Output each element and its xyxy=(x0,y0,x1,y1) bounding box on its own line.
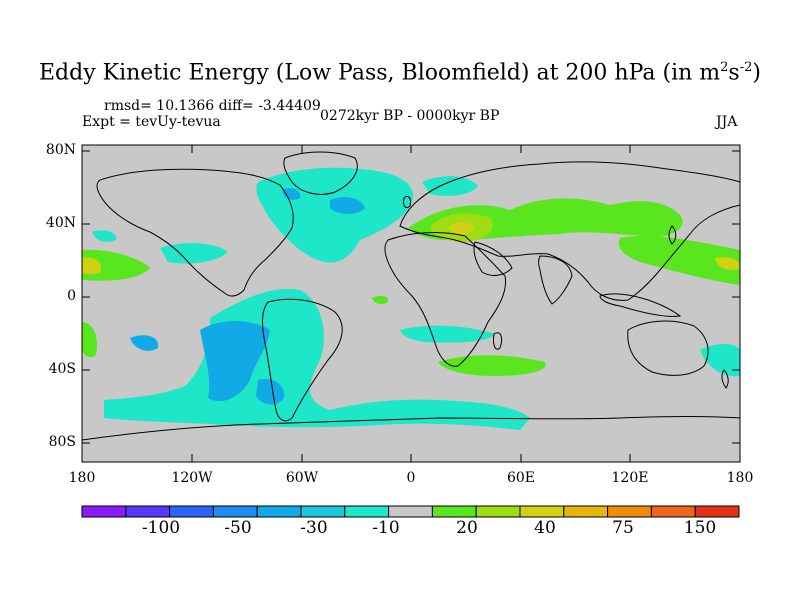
negative-asia-north xyxy=(422,176,478,196)
positive-core-pacific-west xyxy=(82,257,101,275)
coastline-australia xyxy=(627,320,709,376)
lon-label-180e: 180 xyxy=(726,470,754,486)
coastline-antarctica xyxy=(81,416,741,441)
coastline-madagascar xyxy=(493,332,503,350)
lon-label-60w: 60W xyxy=(285,470,319,486)
coastline-uk xyxy=(403,195,411,209)
colorbar-label: 20 xyxy=(456,518,478,538)
colorbar-box xyxy=(256,505,302,518)
colorbar-label: 75 xyxy=(612,518,634,538)
positive-south-africa xyxy=(438,355,546,376)
lon-label-180w: 180 xyxy=(68,470,96,486)
negative-core-south-america xyxy=(256,378,285,405)
positive-core-caspian xyxy=(448,222,474,235)
positive-atlantic-small xyxy=(372,295,389,305)
colorbar-box xyxy=(650,505,696,518)
coastline-indonesia xyxy=(599,293,682,317)
colorbar-box xyxy=(694,505,740,518)
lon-label-120w: 120W xyxy=(171,470,213,486)
colorbar-box xyxy=(212,505,258,518)
positive-pacific-west xyxy=(82,249,150,281)
colorbar-box xyxy=(388,505,433,518)
lon-label-120e: 120E xyxy=(611,470,649,486)
coastline-india xyxy=(538,255,573,305)
experiment-label: Expt = tevUy-tevua xyxy=(82,114,221,130)
latitude-ticks xyxy=(82,150,740,444)
colorbar-box xyxy=(475,505,521,518)
colorbar-box xyxy=(431,505,477,518)
colorbar-box xyxy=(125,505,171,518)
negative-core-gulf xyxy=(282,188,301,200)
coastline-new-zealand xyxy=(721,369,729,389)
coastline-eurasia xyxy=(399,161,741,301)
lat-label-80n: 80N xyxy=(45,142,76,158)
colorbar-box xyxy=(169,505,214,518)
colorbar-label: 40 xyxy=(534,518,556,538)
lon-label-60e: 60E xyxy=(506,470,536,486)
negative-south-pacific-west xyxy=(130,335,159,351)
stats-label: rmsd= 10.1366 diff= -3.44409 xyxy=(104,98,321,114)
negative-pacific-north xyxy=(160,243,228,264)
colorbar-box xyxy=(300,505,346,518)
period-label: 0272kyr BP - 0000kyr BP xyxy=(320,108,500,124)
lat-label-40n: 40N xyxy=(45,215,76,231)
colorbar-label: -30 xyxy=(300,518,328,538)
lat-label-40s: 40S xyxy=(48,361,76,377)
positive-core-pacific-east xyxy=(715,257,740,270)
lat-label-80s: 80S xyxy=(48,434,76,450)
coastlines xyxy=(81,151,741,441)
colorbar-label: 150 xyxy=(683,518,717,538)
positive-east-asia xyxy=(618,235,740,285)
coastline-south-america xyxy=(262,298,343,422)
colorbar-box xyxy=(519,505,565,518)
coastline-arabia xyxy=(473,241,513,276)
colorbar-box xyxy=(81,505,127,518)
positive-south-pacific xyxy=(82,322,98,358)
colorbar-label: -10 xyxy=(372,518,400,538)
negative-pacific-far xyxy=(92,230,117,242)
colorbar-box xyxy=(607,505,652,518)
colorbar xyxy=(81,505,740,518)
positive-anomaly-fields xyxy=(82,198,740,376)
colorbar-box xyxy=(563,505,609,518)
colorbar-label: -50 xyxy=(224,518,252,538)
colorbar-box xyxy=(344,505,390,518)
negative-core-south-pacific xyxy=(200,321,270,402)
longitude-ticks xyxy=(81,145,741,462)
coastline-greenland xyxy=(283,151,358,195)
negative-tasman xyxy=(700,344,740,377)
lon-label-0: 0 xyxy=(406,470,416,486)
negative-core-atlantic xyxy=(330,197,365,214)
negative-anomaly-fields xyxy=(92,167,740,430)
season-label: JJA xyxy=(716,114,738,130)
coastline-africa xyxy=(384,232,507,367)
chart-title: Eddy Kinetic Energy (Low Pass, Bloomfiel… xyxy=(39,60,761,86)
coastline-north-america xyxy=(96,168,294,297)
colorbar-label: -100 xyxy=(141,518,181,538)
coastline-japan xyxy=(668,225,677,245)
lat-label-0: 0 xyxy=(67,288,76,304)
negative-africa-east xyxy=(400,325,495,343)
